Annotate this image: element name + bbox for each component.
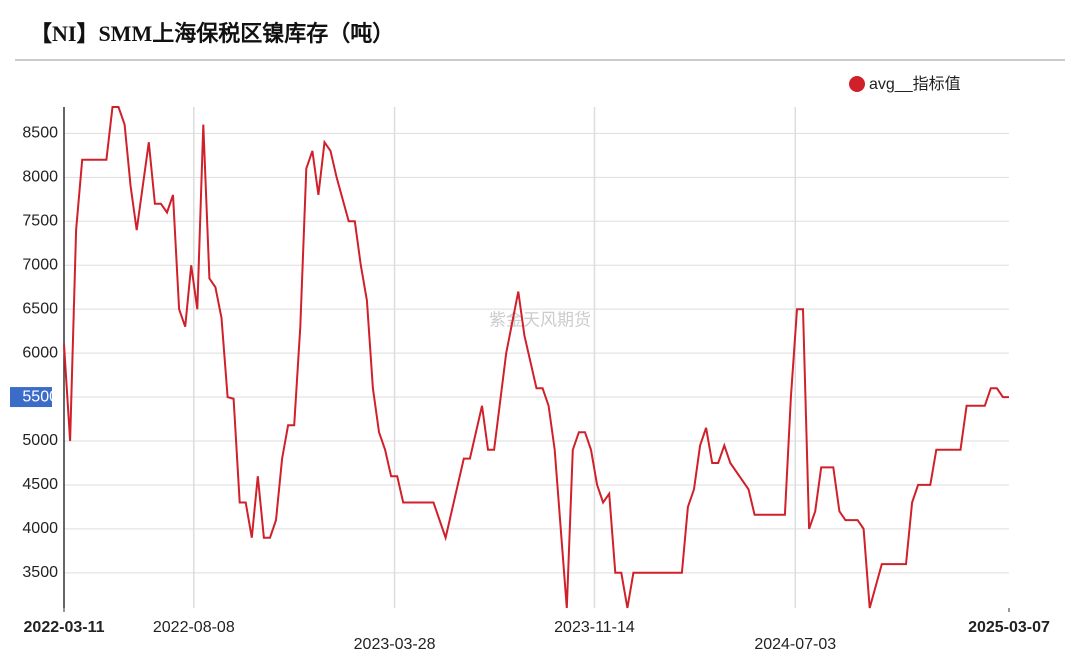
y-tick-label: 3500	[22, 564, 58, 581]
series-line	[63, 106, 1009, 609]
x-tick-label: 2023-11-14	[554, 619, 635, 636]
x-tick-label: 2022-03-11	[24, 619, 105, 636]
y-tick-label: 4000	[22, 520, 58, 537]
x-tick-label: 2025-03-07	[968, 619, 1050, 636]
chart-title: 【NI】SMM上海保税区镍库存（吨）	[30, 21, 394, 46]
y-tick-label: 8000	[22, 169, 58, 186]
y-tick-label: 4500	[22, 476, 58, 493]
legend-marker	[849, 76, 865, 92]
y-tick-label: 7500	[22, 212, 58, 229]
tick-highlight	[10, 387, 52, 408]
y-tick-label: 6500	[22, 300, 58, 317]
legend-label: avg__指标值	[869, 75, 961, 93]
y-tick-label: 8500	[22, 125, 58, 142]
x-tick-label: 2023-03-28	[354, 636, 436, 653]
y-tick-label: 7000	[22, 256, 58, 273]
y-tick-label: 6000	[22, 344, 58, 361]
x-tick-label: 2024-07-03	[754, 636, 836, 653]
y-tick-label: 5500	[22, 388, 58, 405]
watermark: 紫金天风期货	[489, 310, 591, 329]
y-tick-label: 5000	[22, 432, 58, 449]
x-tick-label: 2022-08-08	[153, 619, 235, 636]
